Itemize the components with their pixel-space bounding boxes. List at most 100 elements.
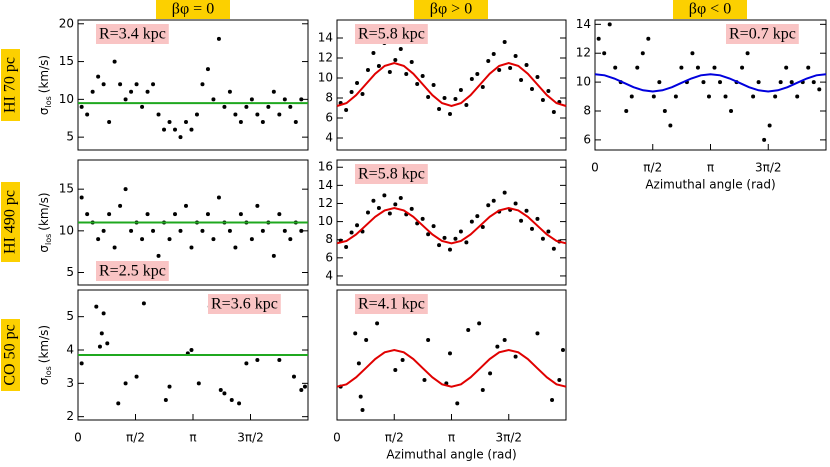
- data-point: [784, 65, 789, 70]
- y-tick-label: 20: [59, 16, 74, 30]
- data-point: [607, 22, 612, 27]
- data-point: [97, 344, 102, 349]
- data-point: [415, 82, 420, 86]
- row-label-box: [1, 49, 20, 121]
- data-point: [233, 112, 238, 117]
- data-point: [211, 97, 216, 102]
- data-point: [183, 120, 188, 125]
- data-point: [756, 80, 761, 85]
- data-point: [101, 311, 106, 316]
- data-point: [557, 378, 562, 382]
- y-axis-label-part: σ: [37, 107, 51, 115]
- annotation-box: [355, 294, 428, 314]
- data-point: [260, 228, 265, 233]
- data-point: [426, 95, 431, 99]
- data-point: [353, 331, 358, 336]
- data-point: [140, 104, 145, 109]
- y-tick-label: 4: [66, 343, 74, 357]
- row-label-box: [1, 319, 20, 391]
- data-point: [107, 120, 112, 125]
- y-axis-label: σlos (km/s): [37, 55, 53, 115]
- y-axis-label-part: (km/s): [37, 325, 51, 363]
- data-point: [602, 51, 607, 56]
- data-point: [216, 36, 221, 41]
- data-point: [409, 60, 414, 64]
- data-point: [244, 104, 249, 109]
- data-point: [795, 94, 800, 99]
- data-point: [458, 229, 463, 234]
- data-point: [624, 109, 629, 113]
- data-point: [233, 245, 238, 250]
- x-axis-label: Azimuthal angle (rad): [386, 448, 516, 462]
- fit-curve: [594, 73, 827, 93]
- data-point: [453, 97, 458, 101]
- row-label: HI 490 pc: [2, 190, 19, 254]
- data-point: [205, 67, 210, 72]
- data-point: [773, 94, 778, 99]
- y-tick-label: 8: [325, 91, 333, 105]
- data-point: [360, 408, 365, 412]
- data-point: [426, 232, 431, 237]
- y-tick-label: 10: [318, 214, 333, 228]
- y-tick-label: 14: [576, 17, 591, 31]
- data-point: [116, 401, 121, 406]
- data-point: [519, 218, 524, 223]
- data-point: [99, 331, 104, 336]
- x-tick-label: π: [707, 161, 714, 175]
- data-point: [189, 127, 194, 132]
- annotation: R=4.1 kpc: [358, 296, 425, 313]
- y-axis-label: σlos (km/s): [37, 325, 53, 385]
- data-point: [464, 103, 469, 107]
- data-point: [112, 245, 117, 250]
- y-tick-label: 15: [59, 54, 74, 68]
- data-point: [123, 381, 128, 386]
- data-point: [266, 104, 271, 109]
- y-tick-label: 14: [318, 31, 333, 45]
- y-tick-label: 2: [66, 409, 74, 423]
- data-point: [145, 212, 150, 217]
- y-tick-label: 16: [318, 160, 333, 174]
- x-tick-label: π: [448, 431, 455, 445]
- annotation-box: [96, 24, 169, 44]
- data-point: [778, 80, 783, 85]
- data-point: [740, 65, 745, 70]
- data-point: [129, 228, 134, 233]
- data-point: [540, 236, 545, 241]
- data-point: [466, 328, 471, 332]
- data-point: [393, 368, 398, 372]
- data-point: [349, 230, 354, 235]
- data-point: [480, 388, 485, 392]
- y-axis-label-part: los: [44, 366, 53, 377]
- annotation: R=3.4 kpc: [99, 26, 166, 43]
- data-point: [453, 236, 458, 241]
- data-point: [502, 190, 507, 195]
- data-point: [596, 36, 601, 41]
- data-point: [447, 112, 452, 116]
- y-tick-label: 4: [325, 131, 333, 145]
- column-title: βφ > 0: [430, 1, 472, 18]
- y-tick-label: 10: [318, 71, 333, 85]
- data-point: [673, 94, 678, 99]
- data-point: [255, 203, 260, 208]
- x-tick-label: 0: [333, 431, 341, 445]
- data-point: [173, 127, 178, 132]
- data-point: [486, 59, 491, 63]
- data-point: [706, 94, 711, 99]
- y-tick-label: 6: [583, 132, 591, 146]
- data-point: [255, 358, 260, 362]
- data-point: [200, 82, 205, 87]
- data-point: [200, 228, 205, 233]
- data-point: [227, 228, 232, 233]
- data-point: [550, 398, 555, 402]
- data-point: [344, 108, 349, 112]
- y-tick-label: 12: [318, 196, 333, 210]
- data-point: [355, 223, 360, 228]
- data-point: [173, 212, 178, 217]
- data-point: [282, 97, 287, 102]
- data-point: [344, 244, 349, 249]
- data-point: [216, 195, 221, 200]
- data-point: [701, 80, 706, 85]
- data-point: [162, 127, 167, 132]
- y-axis-label-part: σ: [37, 377, 51, 385]
